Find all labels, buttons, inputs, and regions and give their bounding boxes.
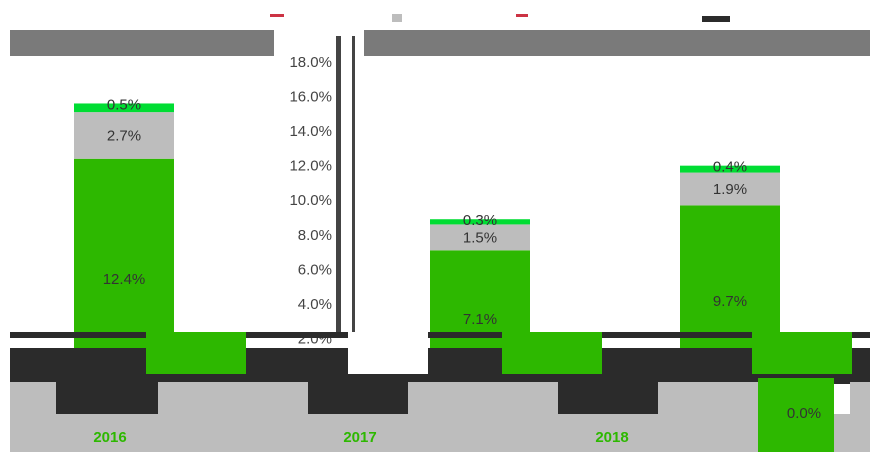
y-axis <box>336 36 355 336</box>
y-tick-label: 16.0% <box>289 89 332 106</box>
glitch-blocks <box>146 332 852 452</box>
y-axis-bar <box>336 36 341 336</box>
legend-swatch-1 <box>270 14 284 17</box>
bottom-band-grey-2 <box>158 382 308 414</box>
bottom-band-dark-1 <box>56 382 158 414</box>
glitch-block-4 <box>758 378 834 452</box>
bar-segment <box>74 112 174 159</box>
bar-segment <box>680 172 780 206</box>
bar-labels: 12.4% 2.7% 0.5% 7.1% 1.5%0.3% 9.7% 1.9% 0.4% <box>103 96 747 327</box>
bottom-band-grey-6 <box>10 414 870 452</box>
annotation-label: 0.0% <box>787 405 821 422</box>
y-tick-label: 14.0% <box>289 123 332 140</box>
x-category-label: 2018 <box>595 429 628 446</box>
bar-value-label: 9.7% <box>713 293 747 310</box>
legend <box>10 14 870 56</box>
x-categories: 2016 2017 2018 <box>93 429 628 446</box>
y-tick-label: 8.0% <box>298 227 332 244</box>
bottom-band-grey-1 <box>10 382 56 414</box>
bottom-band-white-line <box>10 332 870 338</box>
legend-swatch-4 <box>702 16 730 22</box>
y-tick-label: 12.0% <box>289 158 332 175</box>
legend-swatch-3 <box>516 14 528 17</box>
bottom-band-dark-3 <box>558 382 658 414</box>
x-category-label: 2016 <box>93 429 126 446</box>
bar-value-label: 1.9% <box>713 181 747 198</box>
bar-value-label: 2.7% <box>107 127 141 144</box>
y-tick-label: 6.0% <box>298 261 332 278</box>
bar-value-label: 12.4% <box>103 271 146 288</box>
y-axis-bar-2 <box>352 36 355 336</box>
glitch-block-2 <box>502 332 602 374</box>
bar-value-label: 1.5% <box>463 229 497 246</box>
legend-band-right <box>364 30 870 56</box>
bottom-band-grey-5 <box>850 382 870 414</box>
bar-value-label: 0.4% <box>713 159 747 176</box>
bar-value-label: 0.3% <box>463 212 497 229</box>
bar-value-label: 0.5% <box>107 96 141 113</box>
y-tick-label: 4.0% <box>298 296 332 313</box>
bottom-band-dark <box>10 348 870 384</box>
glitch-block-1 <box>146 332 246 374</box>
bottom-band-dark-2 <box>308 382 408 414</box>
y-tick-label: 18.0% <box>289 54 332 71</box>
bottom-bands <box>10 332 870 452</box>
glitch-block-3 <box>752 332 852 374</box>
legend-swatch-2 <box>392 14 402 22</box>
glitch-block-white <box>348 332 428 374</box>
bar-segment <box>430 219 530 225</box>
bottom-band-grey-3 <box>408 382 558 414</box>
x-category-label: 2017 <box>343 429 376 446</box>
bar-segment <box>74 103 174 113</box>
y-ticks: 2.0%4.0%6.0%8.0%10.0%12.0%14.0%16.0%18.0… <box>289 54 332 347</box>
bottom-band-grey-4 <box>658 382 760 414</box>
bar-segment <box>430 224 530 251</box>
legend-band-left <box>10 30 274 56</box>
bar-value-label: 7.1% <box>463 311 497 328</box>
y-tick-label: 10.0% <box>289 192 332 209</box>
bar-segment <box>680 165 780 173</box>
